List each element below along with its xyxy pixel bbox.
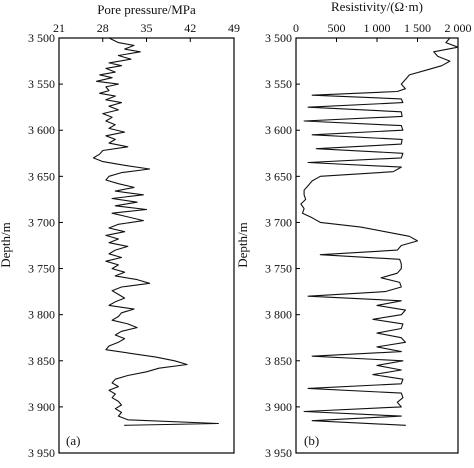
x-tick-label: 2 000 [445, 21, 472, 35]
panel-a-y-axis-title: Depth/m [0, 222, 13, 268]
y-tick-label: 3 500 [265, 31, 292, 45]
y-tick-label: 3 950 [28, 446, 55, 460]
x-tick-label: 1 000 [364, 21, 391, 35]
x-tick-label: 28 [97, 21, 109, 35]
y-tick-label: 3 600 [28, 123, 55, 137]
panel-b-y-axis: 3 500 3 550 3 600 3 650 3 700 3 750 3 800 3 850… [265, 31, 300, 460]
x-tick-label: 500 [328, 21, 346, 35]
panel-b-frame [295, 37, 459, 454]
panel-a-x-axis: 21 28 35 42 49 [53, 21, 240, 42]
resistivity-curve [300, 37, 459, 426]
y-tick-label: 3 700 [28, 215, 55, 229]
x-tick-label: 49 [228, 21, 240, 35]
x-tick-label: 42 [184, 21, 196, 35]
y-tick-label: 3 550 [28, 77, 55, 91]
y-tick-label: 3 650 [265, 169, 292, 183]
y-tick-label: 3 650 [28, 169, 55, 183]
panel-a-y-axis: 3 500 3 550 3 600 3 650 3 700 3 750 3 800 3 850… [28, 31, 63, 460]
y-tick-label: 3 700 [265, 215, 292, 229]
panel-b: 0 500 1 000 1 500 2 000 3 500 3 550 3 600 3 650… [235, 0, 472, 460]
y-tick-label: 3 800 [28, 308, 55, 322]
panel-b-y-axis-title: Depth/m [235, 222, 250, 268]
panel-a-x-axis-title: Pore pressure/MPa [97, 2, 196, 17]
panel-a-frame [58, 37, 235, 454]
pore-pressure-curve [92, 37, 219, 426]
x-tick-label: 0 [293, 21, 299, 35]
y-tick-label: 3 900 [265, 400, 292, 414]
panel-b-label: (b) [304, 433, 319, 448]
y-tick-label: 3 850 [265, 354, 292, 368]
panel-a: 21 28 35 42 49 3 500 3 550 3 600 3 650 3 700 3 75… [0, 2, 240, 460]
y-tick-label: 3 800 [265, 308, 292, 322]
y-tick-label: 3 550 [265, 77, 292, 91]
panel-b-x-axis-title: Resistivity/(Ω·m) [331, 0, 423, 14]
y-tick-label: 3 850 [28, 354, 55, 368]
x-tick-label: 1 500 [404, 21, 431, 35]
panel-a-label: (a) [66, 433, 80, 448]
y-tick-label: 3 750 [28, 262, 55, 276]
x-tick-label: 21 [53, 21, 65, 35]
y-tick-label: 3 950 [265, 446, 292, 460]
y-tick-label: 3 500 [28, 31, 55, 45]
x-tick-label: 35 [141, 21, 153, 35]
panel-b-x-axis: 0 500 1 000 1 500 2 000 [293, 21, 472, 42]
y-tick-label: 3 900 [28, 400, 55, 414]
y-tick-label: 3 600 [265, 123, 292, 137]
y-tick-label: 3 750 [265, 262, 292, 276]
